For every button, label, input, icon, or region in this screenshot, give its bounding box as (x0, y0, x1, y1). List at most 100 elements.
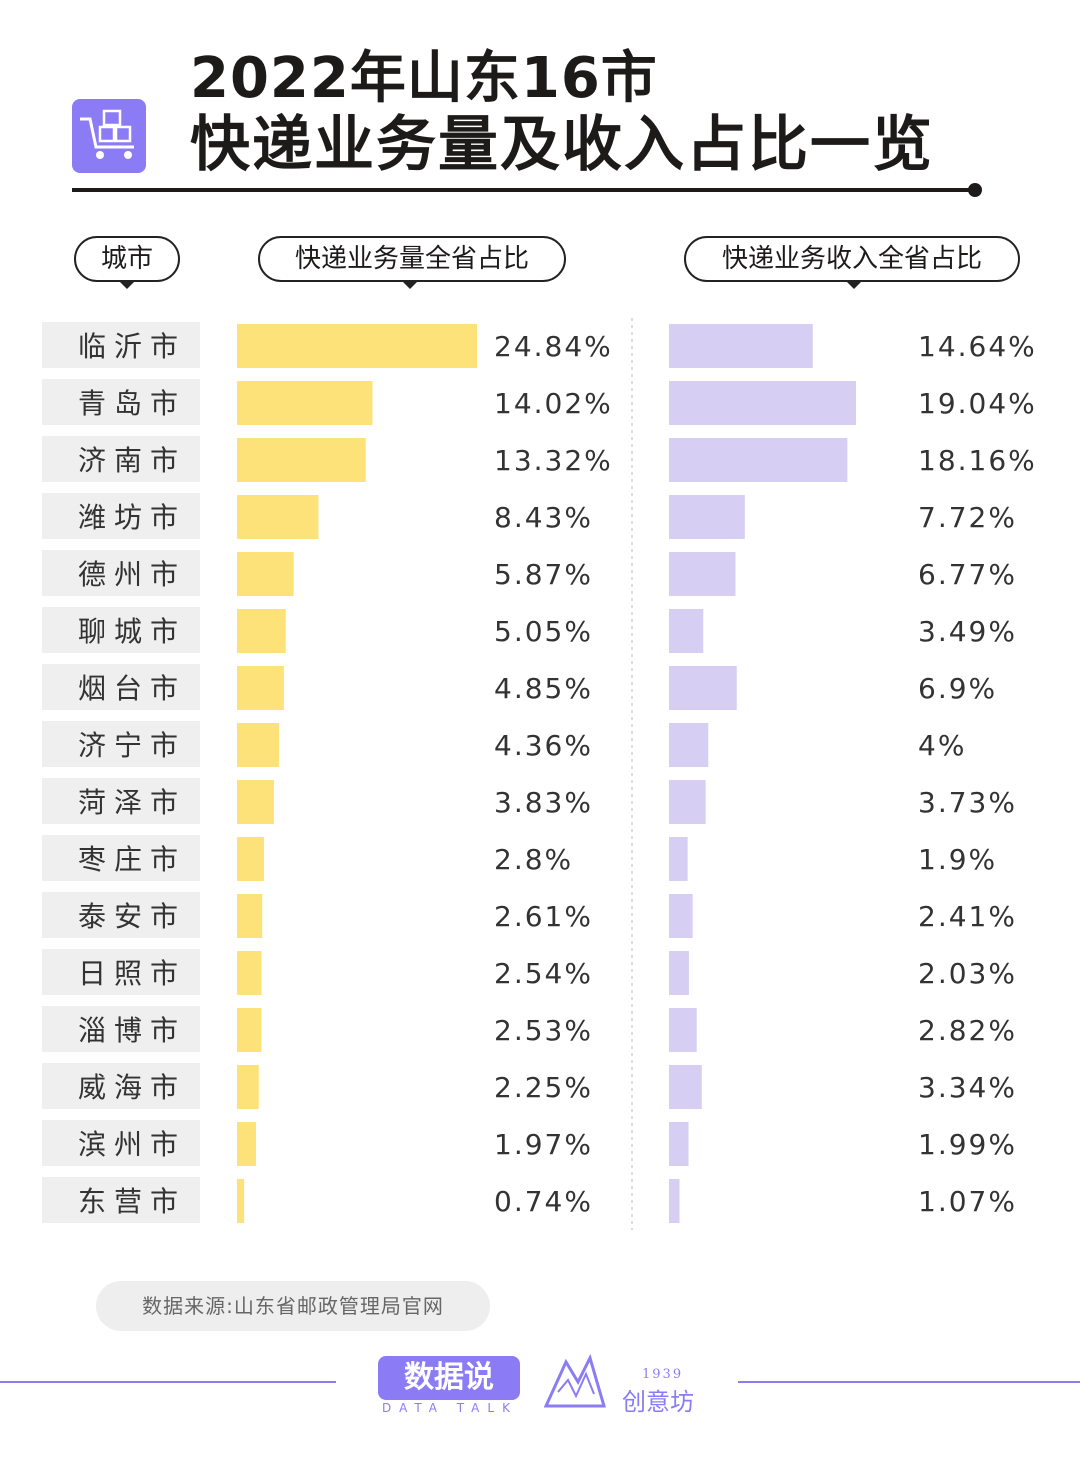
title-rule (72, 188, 976, 192)
revenue-value-label: 1.07% (918, 1185, 1017, 1218)
revenue-value-label: 1.9% (918, 843, 997, 876)
city-label: 烟台市 (78, 672, 186, 705)
city-label: 滨州市 (78, 1128, 186, 1161)
revenue-value-label: 19.04% (918, 387, 1037, 420)
volume-value-label: 0.74% (494, 1185, 593, 1218)
volume-bar (237, 552, 294, 596)
header-volume-pointer (402, 281, 418, 289)
revenue-bar (669, 894, 693, 938)
revenue-bar (669, 552, 736, 596)
volume-value-label: 13.32% (494, 444, 613, 477)
volume-bar (237, 324, 477, 368)
header-revenue: 快递业务收入全省占比 (684, 236, 1020, 282)
volume-bar (237, 666, 284, 710)
revenue-value-label: 4% (918, 729, 966, 762)
revenue-value-label: 6.77% (918, 558, 1017, 591)
city-label: 德州市 (78, 558, 186, 591)
revenue-value-label: 3.34% (918, 1071, 1017, 1104)
volume-value-label: 4.85% (494, 672, 593, 705)
city-label: 泰安市 (78, 900, 186, 933)
city-cell-bg (42, 322, 200, 368)
chart: 临沂市 24.84% 14.64% 青岛市 14.02% 19.04% 济南市 13.32% 1… (42, 318, 1037, 1230)
revenue-bar (669, 438, 848, 482)
city-cell-bg (42, 892, 200, 938)
volume-bar (237, 837, 265, 881)
revenue-bar (669, 495, 745, 539)
city-cell-bg (42, 493, 200, 539)
volume-bar (237, 780, 275, 824)
revenue-bar (669, 609, 704, 653)
volume-value-label: 2.54% (494, 957, 593, 990)
volume-value-label: 14.02% (494, 387, 613, 420)
logo-name: 创意坊 (622, 1388, 694, 1416)
data-source: 数据来源:山东省邮政管理局官网 (96, 1281, 490, 1331)
volume-bar (237, 381, 373, 425)
revenue-value-label: 2.03% (918, 957, 1017, 990)
volume-value-label: 5.05% (494, 615, 593, 648)
volume-bar (237, 723, 280, 767)
volume-value-label: 5.87% (494, 558, 593, 591)
city-label: 淄博市 (78, 1014, 186, 1047)
title-rule-dot (968, 183, 982, 197)
revenue-value-label: 3.49% (918, 615, 1017, 648)
revenue-bar (669, 1008, 697, 1052)
revenue-value-label: 14.64% (918, 330, 1037, 363)
city-label: 临沂市 (78, 330, 186, 363)
revenue-bar (669, 1179, 680, 1223)
title-line-1: 2022年山东16市 (190, 46, 658, 111)
city-cell-bg (42, 664, 200, 710)
volume-value-label: 3.83% (494, 786, 593, 819)
revenue-value-label: 2.41% (918, 900, 1017, 933)
header-revenue-pointer (846, 281, 862, 289)
revenue-value-label: 7.72% (918, 501, 1017, 534)
volume-bar (237, 1065, 259, 1109)
revenue-bar (669, 381, 856, 425)
volume-value-label: 2.8% (494, 843, 573, 876)
city-label: 青岛市 (78, 387, 186, 420)
revenue-bar (669, 324, 813, 368)
volume-bar (237, 1122, 257, 1166)
revenue-bar (669, 666, 737, 710)
header-volume: 快递业务量全省占比 (258, 236, 566, 282)
revenue-bar (669, 1122, 689, 1166)
volume-bar (237, 951, 262, 995)
volume-bar (237, 438, 366, 482)
brand-subtitle: DATA TALK (382, 1401, 518, 1415)
logo-year: 1939 (642, 1367, 684, 1382)
city-label: 潍坊市 (78, 501, 186, 534)
volume-value-label: 4.36% (494, 729, 593, 762)
header-city-pointer (119, 281, 135, 289)
city-cell-bg (42, 1120, 200, 1166)
volume-value-label: 24.84% (494, 330, 613, 363)
volume-bar (237, 1179, 245, 1223)
revenue-value-label: 2.82% (918, 1014, 1017, 1047)
city-cell-bg (42, 1006, 200, 1052)
city-label: 东营市 (78, 1185, 186, 1218)
city-label: 枣庄市 (78, 843, 186, 876)
city-cell-bg (42, 1177, 200, 1223)
footer-line-right (738, 1381, 1080, 1383)
revenue-bar (669, 780, 706, 824)
volume-value-label: 8.43% (494, 501, 593, 534)
revenue-value-label: 6.9% (918, 672, 997, 705)
city-label: 聊城市 (78, 615, 186, 648)
mountain-logo-icon (544, 1353, 606, 1408)
revenue-value-label: 18.16% (918, 444, 1037, 477)
volume-bar (237, 1008, 262, 1052)
city-label: 菏泽市 (78, 786, 186, 819)
city-cell-bg (42, 550, 200, 596)
brand-logo: 数据说 (378, 1356, 520, 1400)
volume-value-label: 2.25% (494, 1071, 593, 1104)
city-cell-bg (42, 835, 200, 881)
volume-bar (237, 894, 263, 938)
volume-bar (237, 495, 319, 539)
revenue-bar (669, 837, 688, 881)
revenue-bar (669, 723, 709, 767)
city-cell-bg (42, 949, 200, 995)
title-block: 2022年山东16市 快递业务量及收入占比一览 (190, 46, 934, 181)
city-label: 济宁市 (78, 729, 186, 762)
city-cell-bg (42, 436, 200, 482)
shopping-cart-icon (72, 99, 146, 173)
title-line-2: 快递业务量及收入占比一览 (190, 110, 934, 180)
volume-value-label: 2.61% (494, 900, 593, 933)
